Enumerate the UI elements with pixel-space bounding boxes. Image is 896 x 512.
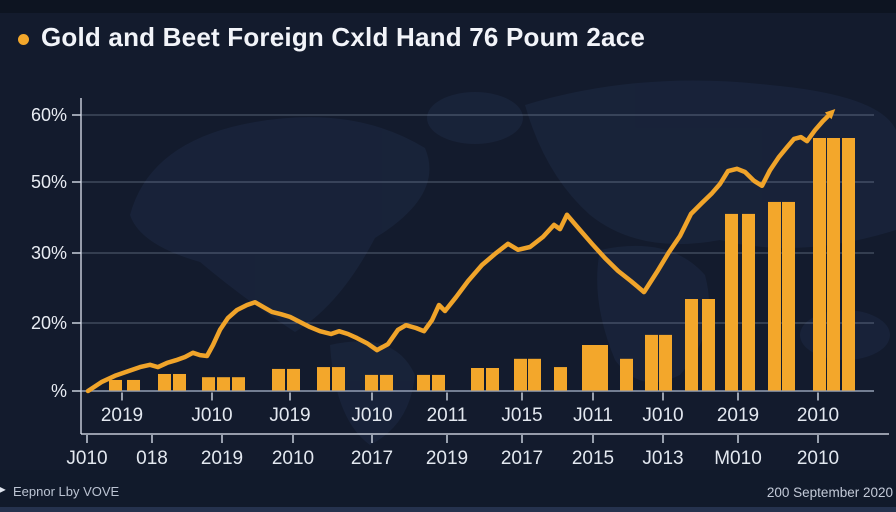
bar [432,374,445,391]
bar [554,367,567,391]
bar [620,358,633,391]
trend-line [85,110,834,394]
bar [287,368,300,391]
footer: ► Eepnor Lby VOVE 200 September 2020 [0,470,896,512]
bar [317,367,330,391]
bar [332,367,345,391]
x-axis-label-row2: J010 [66,448,107,469]
x-axis-label-row1: J010 [642,405,683,426]
bar [782,201,795,391]
x-axis-label-row2: 2017 [501,448,543,469]
footer-strip [0,507,896,512]
bar [365,374,378,391]
bar [528,358,541,391]
footer-source-text: Eepnor Lby VOVE [13,484,120,499]
x-axis-label-row1: 2019 [717,405,759,426]
bar [827,138,840,391]
bar [127,379,140,391]
bar [813,138,826,391]
x-axis-label-row1: 2010 [797,405,839,426]
title-bullet-icon [18,33,29,45]
x-axis-label-row1: J015 [501,405,542,426]
bar [659,334,672,391]
y-axis-label: 20% [31,313,67,333]
bar [725,213,738,391]
x-axis-label-row1: 2019 [101,405,143,426]
bar [109,379,122,391]
bar [202,377,215,391]
bar [173,373,186,391]
bar [232,377,245,391]
y-axis-label: 30% [31,243,67,263]
x-axis-label-row1: J019 [269,405,310,426]
bar [417,374,430,391]
bar [685,299,698,391]
bar [842,138,855,391]
x-axis-label-row2: 2010 [797,448,839,469]
bar [380,374,393,391]
bar [486,368,499,391]
bar [217,377,230,391]
y-axis-label: % [51,381,67,401]
bar [582,345,595,391]
y-axis-label: 50% [31,172,67,192]
bar [595,345,608,391]
x-axis-label-row2: 2017 [351,448,393,469]
bar [272,368,285,391]
x-axis-label-row2: 2019 [201,448,243,469]
arrow-head-icon [824,108,836,120]
chart-title: Gold and Beet Foreign Cxld Hand 76 Poum … [41,22,646,52]
bar [768,201,781,391]
bar [702,299,715,391]
x-axis-label-row2: J013 [642,448,683,469]
x-axis-label-row2: 2010 [272,448,314,469]
bar [514,358,527,391]
x-axis-label-row1: J010 [191,405,232,426]
x-axis-label-row1: J011 [573,405,613,426]
x-axis-label-row1: 2011 [427,405,468,426]
footer-marker-icon: ► [0,484,8,496]
x-axis-label-row1: J010 [351,405,392,426]
bar [645,334,658,391]
x-axis-label-row2: M010 [714,448,762,469]
bar [471,368,484,391]
x-axis-label-row2: 2019 [426,448,468,469]
y-axis-label: 60% [31,105,67,125]
footer-date-text: 200 September 2020 [766,485,893,500]
x-axis-label-row2: 2015 [572,448,614,469]
x-axis-label-row2: 018 [136,448,168,469]
chart-header: Gold and Beet Foreign Cxld Hand 76 Poum … [18,22,645,53]
bar [158,373,171,391]
top-strip [0,0,896,13]
bar [742,213,755,391]
